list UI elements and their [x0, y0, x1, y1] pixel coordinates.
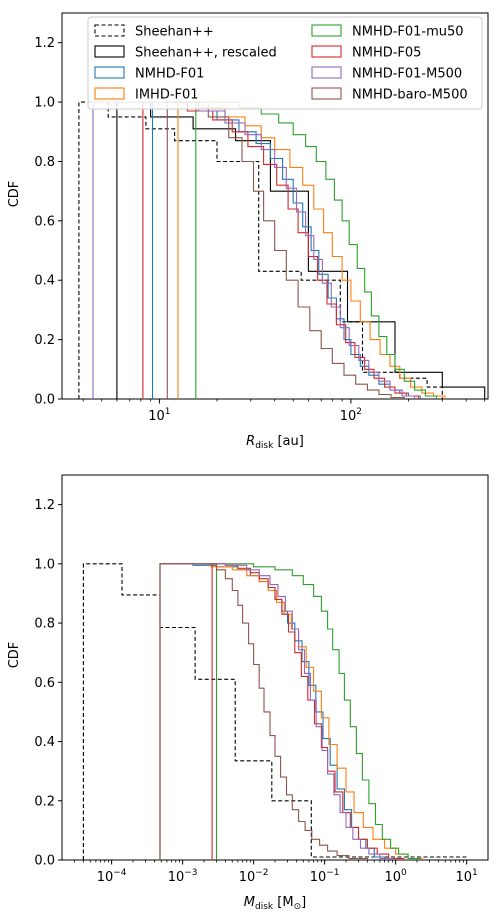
y-tick-label: 0.6: [34, 676, 55, 691]
x-tick-label: 10−3: [168, 868, 198, 885]
legend-swatch: [311, 24, 342, 37]
x-tick-label: 102: [340, 407, 362, 424]
x-tick-label: 10−1: [310, 868, 340, 885]
panel-rdisk: 101 102 0.0 0.2 0.4 0.6 0.8 1.0 1.2 CDF Rdisk […: [7, 12, 489, 451]
series-line-nmhd-f01-mu50-1: [215, 563, 421, 860]
legend-items: Sheehan++ Sheehan++, rescaled NMHD-F01 IMHD…: [94, 24, 468, 103]
y-tick-label: 0.8: [34, 155, 55, 170]
legend-label: NMHD-baro-M500: [352, 88, 468, 103]
y-tick-label: 0.4: [34, 735, 55, 750]
series-line-nmhd-f01-m500-0: [92, 101, 416, 399]
series-line-nmhd-f05-0: [142, 101, 419, 399]
y-tick-label: 0.0: [34, 393, 55, 408]
legend: Sheehan++ Sheehan++, rescaled NMHD-F01 IMHD…: [87, 16, 483, 110]
y-tick-label: 0.8: [34, 617, 55, 632]
series-group-rdisk: [78, 101, 486, 399]
y-tick-label: 1.0: [34, 557, 55, 572]
x-ticks-mdisk: 10−4 10−3 10−2 10−1 100 101: [74, 860, 478, 885]
x-axis-label-rdisk: Rdisk [au]: [246, 434, 304, 451]
legend-label: IMHD-F01: [135, 88, 199, 103]
series-group-mdisk: [82, 563, 468, 860]
legend-swatch: [94, 87, 125, 100]
series-line-nmhd-baro-m500-0: [166, 101, 405, 399]
y-tick-label: 0.6: [34, 214, 55, 229]
legend-label: NMHD-F01-mu50: [352, 25, 464, 40]
panel-mdisk: 10−4 10−3 10−2 10−1 100 101 0.0 0.2 0.4 0.6 0.8 1.…: [7, 474, 489, 912]
y-tick-label: 1.2: [34, 498, 55, 513]
y-tick-label: 0.2: [34, 333, 55, 348]
y-tick-label: 0.4: [34, 274, 55, 289]
x-axis-label-mdisk-sub: disk: [255, 902, 274, 912]
x-tick-label: 10−2: [239, 868, 269, 885]
x-axis-label-mdisk-unit-sub: ⊙: [294, 902, 302, 912]
legend-label: NMHD-F05: [352, 46, 421, 61]
series-line-nmhd-f01-mu50-0: [195, 101, 438, 399]
x-tick-label: 101: [455, 868, 477, 885]
series-line-sheehan-rescaled-0: [116, 101, 486, 399]
x-axis-label-mdisk-unit-post: ]: [301, 895, 306, 910]
x-axis-label-mdisk: Mdisk [M⊙]: [244, 895, 306, 912]
series-line-nmhd-f05-1: [211, 563, 405, 860]
x-axis-label-mdisk-main: M: [244, 895, 255, 910]
legend-swatch: [94, 45, 125, 58]
x-axis-label-mdisk-unit-pre: [M: [273, 895, 293, 910]
x-axis-label-rdisk-sub: disk: [255, 441, 274, 451]
y-ticks-mdisk: 0.0 0.2 0.4 0.6 0.8 1.0 1.2: [34, 498, 62, 869]
x-tick-label: 100: [384, 868, 407, 885]
x-axis-label-rdisk-main: R: [246, 434, 255, 449]
x-axis-label-rdisk-unit: [au]: [273, 434, 303, 449]
legend-swatch: [311, 87, 342, 100]
y-tick-label: 1.2: [34, 36, 55, 51]
y-axis-label-mdisk: CDF: [7, 642, 22, 669]
y-tick-label: 1.0: [34, 96, 55, 111]
legend-label: Sheehan++, rescaled: [135, 46, 277, 61]
series-line-imhd-f01-1: [159, 563, 424, 860]
y-tick-label: 0.0: [34, 854, 55, 869]
x-ticks-rdisk: 101 102: [82, 399, 486, 424]
series-line-imhd-f01-0: [177, 101, 446, 399]
legend-frame: [87, 16, 483, 110]
legend-label: NMHD-F01-M500: [352, 67, 462, 82]
y-axis-label-rdisk: CDF: [7, 181, 22, 208]
series-line-sheehan--1: [82, 563, 468, 860]
y-ticks-rdisk: 0.0 0.2 0.4 0.6 0.8 1.0 1.2: [34, 36, 62, 408]
series-line-nmhd-f01-m500-1: [159, 563, 393, 860]
y-tick-label: 0.2: [34, 794, 55, 809]
legend-label: NMHD-F01: [135, 67, 204, 82]
legend-swatch: [94, 24, 125, 37]
series-line-nmhd-baro-m500-1: [159, 563, 368, 860]
x-tick-label: 10−4: [97, 868, 127, 885]
legend-swatch: [311, 66, 342, 79]
legend-label: Sheehan++: [135, 25, 214, 40]
legend-swatch: [311, 45, 342, 58]
x-tick-label: 101: [148, 407, 170, 424]
legend-swatch: [94, 66, 125, 79]
